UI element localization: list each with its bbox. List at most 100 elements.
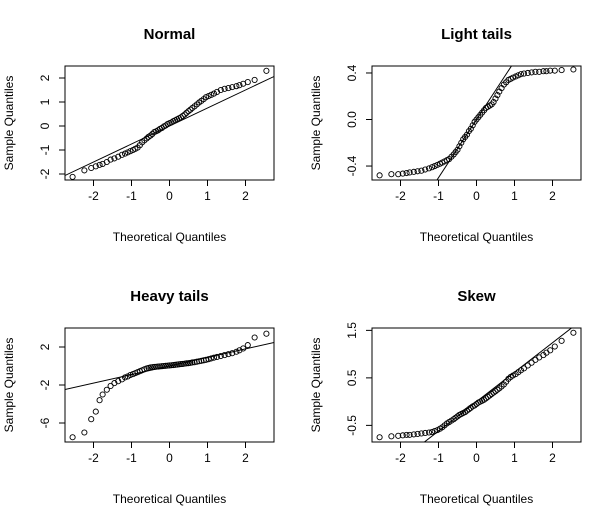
data-point <box>187 106 194 113</box>
data-point <box>399 170 406 177</box>
data-point <box>81 167 88 174</box>
x-tick-label: 0 <box>473 189 480 203</box>
data-point <box>205 356 212 363</box>
data-point <box>96 397 103 404</box>
y-tick-label: 1 <box>38 98 52 105</box>
panel-light-tails: Light tails -2 -1 0 1 2 -0.4 0.0 0.4 Theoretical … <box>309 26 582 244</box>
data-point <box>482 395 490 402</box>
x-tick-label: 0 <box>166 189 173 203</box>
data-point <box>115 378 122 385</box>
data-point <box>540 68 547 75</box>
data-point <box>213 353 221 361</box>
data-point <box>103 386 110 393</box>
data-point <box>96 161 103 168</box>
data-point <box>403 169 410 177</box>
y-tick-label: -6 <box>38 417 52 428</box>
chart-title: Normal <box>144 26 196 43</box>
data-point <box>395 432 402 439</box>
data-point <box>233 348 240 355</box>
data-point <box>570 66 577 73</box>
data-point <box>418 167 425 174</box>
data-point <box>251 334 258 341</box>
data-point <box>177 361 184 368</box>
data-point <box>524 69 531 77</box>
data-point <box>191 359 198 366</box>
data-point <box>406 169 413 176</box>
data-point <box>143 135 150 142</box>
data-point <box>153 363 160 370</box>
data-point <box>418 430 425 437</box>
data-point <box>69 173 76 180</box>
data-point <box>208 355 215 362</box>
data-point <box>263 67 270 74</box>
data-point <box>414 430 421 437</box>
data-point <box>431 428 438 435</box>
data-point <box>210 90 218 97</box>
y-tick-label: 2 <box>38 74 52 81</box>
panel-skew: Skew -2 -1 0 1 2 -0.5 0.5 1.5 Theoretical Quantil… <box>309 288 582 506</box>
data-point <box>158 363 165 370</box>
data-point <box>92 163 99 170</box>
data-point <box>543 68 550 75</box>
x-tick-label: 2 <box>549 189 556 203</box>
data-point <box>494 386 501 393</box>
data-point <box>121 374 129 381</box>
data-point <box>147 132 154 139</box>
x-tick-label: 2 <box>549 451 556 465</box>
data-point <box>547 347 554 354</box>
data-point <box>532 356 539 363</box>
data-point <box>217 86 224 94</box>
y-axis-label: Sample Quantiles <box>309 338 323 433</box>
x-tick-label: 0 <box>166 451 173 465</box>
data-point <box>388 433 395 440</box>
data-point <box>520 365 528 372</box>
data-point <box>471 402 478 409</box>
data-point <box>168 362 175 369</box>
x-tick-label: 2 <box>242 189 249 203</box>
data-point <box>490 389 497 396</box>
data-point <box>175 361 183 368</box>
x-axis-label: Theoretical Quantiles <box>420 492 533 506</box>
x-tick-label: 1 <box>511 189 518 203</box>
data-point <box>236 347 243 354</box>
data-point <box>481 396 488 403</box>
data-point <box>118 151 126 158</box>
data-point <box>196 358 203 365</box>
data-point <box>99 391 106 398</box>
y-axis-label: Sample Quantiles <box>309 76 323 171</box>
x-tick-label: 1 <box>204 451 211 465</box>
data-point <box>484 393 491 400</box>
data-point <box>149 364 156 371</box>
data-point <box>244 342 251 349</box>
data-point <box>69 434 76 441</box>
data-point <box>221 85 228 92</box>
data-point <box>425 165 433 172</box>
data-point <box>517 367 525 374</box>
data-point <box>193 358 200 365</box>
plot-frame <box>64 327 275 443</box>
data-point <box>406 431 413 438</box>
x-tick-label: 2 <box>242 451 249 465</box>
data-point <box>111 155 118 162</box>
data-point <box>111 380 118 387</box>
data-point <box>520 70 528 77</box>
data-point <box>210 354 218 361</box>
data-point <box>107 382 114 390</box>
x-axis-label: Theoretical Quantiles <box>420 230 533 244</box>
x-tick-label: 0 <box>473 451 480 465</box>
chart-title: Heavy tails <box>130 288 208 305</box>
y-tick-label: 2 <box>38 343 52 350</box>
data-point <box>422 166 429 173</box>
y-axis-label: Sample Quantiles <box>2 338 16 433</box>
data-point <box>425 429 433 436</box>
data-point <box>452 414 459 421</box>
data-point <box>156 363 164 370</box>
data-point <box>488 390 495 398</box>
y-tick-label: 0.0 <box>345 111 359 128</box>
y-tick-label: 0.5 <box>345 369 359 386</box>
data-point <box>517 71 525 78</box>
qq-reference-line <box>436 66 513 180</box>
data-point <box>558 337 565 344</box>
data-point <box>164 362 171 369</box>
data-point <box>236 82 243 89</box>
